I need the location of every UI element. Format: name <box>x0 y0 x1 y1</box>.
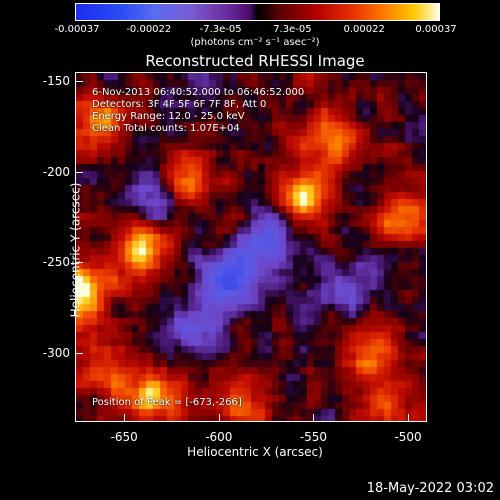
x-tick-label: -550 <box>299 430 328 444</box>
x-axis-label: Heliocentric X (arcsec) <box>187 445 323 459</box>
x-tick-label: -500 <box>394 430 422 444</box>
colorbar-tick-label: 0.00022 <box>343 24 385 35</box>
x-tick-label: -650 <box>110 430 138 444</box>
colorbar-tick-label: 7.3e-05 <box>273 24 312 35</box>
y-tick-mark <box>75 262 83 264</box>
y-tick-label: -250 <box>42 255 70 270</box>
y-tick-label: -150 <box>42 74 70 89</box>
y-tick-mark <box>75 81 83 83</box>
timestamp: 18-May-2022 03:02 <box>366 481 494 496</box>
colorbar-tick-label: -0.00022 <box>126 24 172 35</box>
x-tick-mark <box>408 414 410 422</box>
y-tick-mark <box>75 171 83 173</box>
annotation-peak: Position of Peak = [-673,-266] <box>92 397 242 408</box>
annotation-method: Clean Total counts: 1.07E+04 <box>92 123 240 134</box>
colorbar-unit-label: (photons cm⁻² s⁻¹ asec⁻²) <box>190 37 320 48</box>
heatmap-image <box>76 73 426 421</box>
annotation-energy: Energy Range: 12.0 - 25.0 keV <box>92 111 245 122</box>
y-tick-label: -200 <box>42 164 70 179</box>
colorbar <box>75 3 440 21</box>
x-tick-mark <box>218 414 220 422</box>
annotation-time-range: 6-Nov-2013 06:40:52.000 to 06:46:52.000 <box>92 87 305 98</box>
x-tick-mark <box>313 414 315 422</box>
y-tick-mark <box>75 353 83 355</box>
chart-title: Reconstructed RHESSI Image <box>145 52 365 70</box>
y-axis-label: Heliocentric Y (arcsec) <box>68 182 83 318</box>
y-tick-label: -300 <box>42 346 70 361</box>
x-tick-mark <box>124 414 126 422</box>
annotation-detectors: Detectors: 3F 4F 5F 6F 7F 8F, Att 0 <box>92 99 267 110</box>
x-tick-label: -600 <box>205 430 233 444</box>
colorbar-tick-label: -7.3e-05 <box>199 24 242 35</box>
colorbar-tick-label: 0.00037 <box>415 24 457 35</box>
plot-area: 6-Nov-2013 06:40:52.000 to 06:46:52.000 … <box>75 72 427 422</box>
colorbar-tick-label: -0.00037 <box>54 24 100 35</box>
